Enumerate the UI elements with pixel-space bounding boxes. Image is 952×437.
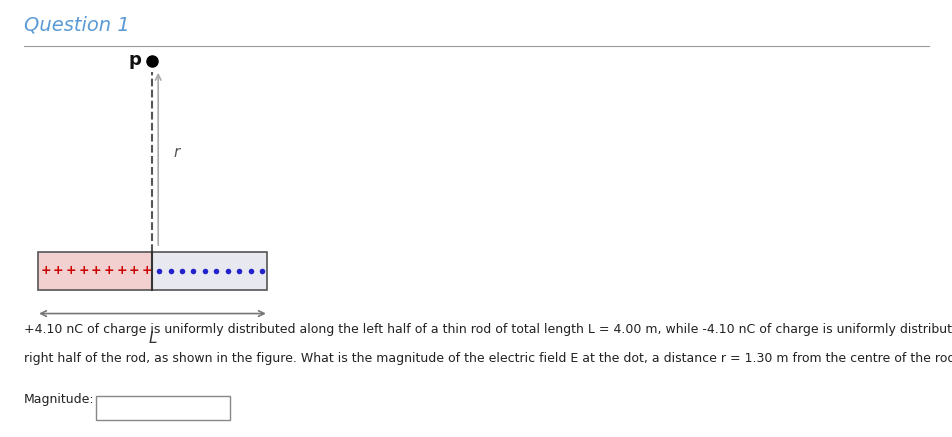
Text: +: + — [129, 264, 139, 277]
Bar — [38, 252, 152, 289]
Text: +: + — [116, 264, 127, 277]
Text: Magnitude:: Magnitude: — [24, 393, 94, 406]
Text: +: + — [104, 264, 114, 277]
Text: +: + — [90, 264, 102, 277]
Text: +: + — [40, 264, 51, 277]
Text: r: r — [173, 145, 180, 160]
Text: +: + — [78, 264, 89, 277]
Text: +: + — [66, 264, 76, 277]
Text: right half of the rod, as shown in the figure. What is the magnitude of the elec: right half of the rod, as shown in the f… — [24, 352, 952, 365]
Text: Question 1: Question 1 — [24, 15, 129, 34]
Bar — [96, 396, 229, 420]
Bar — [152, 252, 267, 289]
Text: +: + — [141, 264, 152, 277]
Text: +4.10 nC of charge is uniformly distributed along the left half of a thin rod of: +4.10 nC of charge is uniformly distribu… — [24, 323, 952, 336]
Text: p: p — [128, 51, 141, 69]
Text: +: + — [53, 264, 64, 277]
Text: L: L — [149, 331, 156, 346]
